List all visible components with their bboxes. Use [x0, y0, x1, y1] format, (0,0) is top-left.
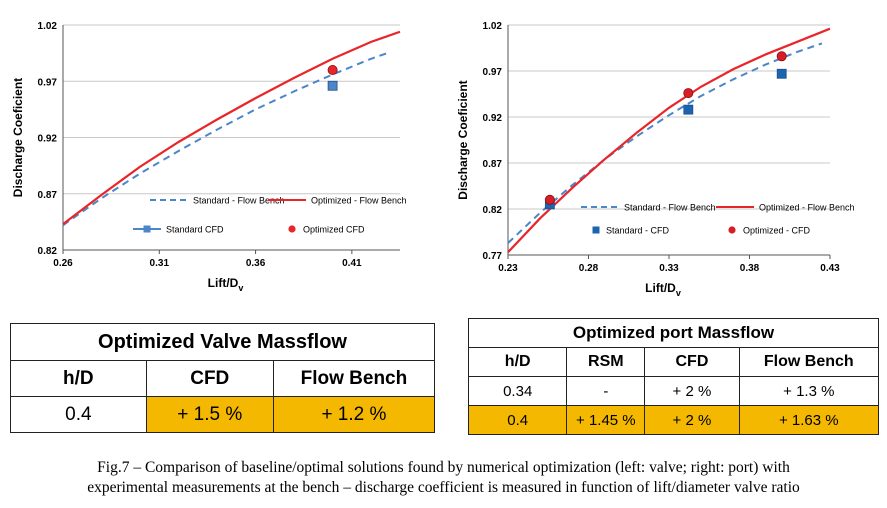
x-axis-title-main: Lift/D	[208, 276, 239, 290]
series-line-1	[62, 30, 401, 226]
y-tick-label: 0.77	[483, 251, 503, 262]
y-tick-label: 0.97	[38, 77, 58, 88]
x-tick-label: 0.26	[53, 258, 73, 269]
y-tick-label: 1.02	[38, 21, 58, 32]
table-valve-cell: 0.4	[10, 396, 147, 433]
y-tick-label: 0.87	[483, 159, 503, 170]
table-valve-title: Optimized Valve Massflow	[10, 323, 435, 361]
table-valve-cell: + 1.2 %	[272, 396, 436, 433]
x-tick-label: 0.33	[659, 263, 679, 274]
data-point-circle	[683, 88, 694, 99]
table-port-cell: + 1.45 %	[566, 405, 646, 435]
y-tick-label: 1.02	[483, 21, 503, 32]
legend-entry: Standard - CFD	[592, 226, 670, 236]
data-point-circle	[327, 65, 338, 76]
data-point-square	[327, 80, 338, 91]
legend-marker-square	[592, 226, 600, 234]
table-port-cell: + 2 %	[644, 376, 740, 406]
x-axis-title: Lift/Dv	[208, 276, 244, 293]
legend-marker-square	[143, 225, 151, 233]
table-port-header-flowbench: Flow Bench	[738, 347, 880, 377]
x-axis-title-main: Lift/D	[645, 281, 676, 295]
legend-marker-circle	[728, 226, 736, 234]
table-valve-header-flowbench: Flow Bench	[272, 360, 436, 397]
table-valve-header-hd: h/D	[10, 360, 147, 397]
legend-entry: Standard CFD	[133, 225, 224, 235]
x-tick-label: 0.23	[498, 263, 518, 274]
x-axis-title-subscript: v	[676, 288, 681, 298]
table-valve-cell: + 1.5 %	[145, 396, 274, 433]
x-tick-label: 0.38	[740, 263, 760, 274]
data-point-circle	[776, 51, 787, 62]
legend-entry: Optimized - Flow Bench	[716, 203, 855, 213]
y-tick-label: 0.82	[38, 246, 58, 257]
data-point-square	[776, 68, 787, 79]
x-axis-title-subscript: v	[238, 283, 243, 293]
x-tick-label: 0.31	[150, 258, 170, 269]
left-chart-valve: 0.82 0.87 0.92 0.97 1.02 0.26 0.31 0.36 0.41 Lift…	[11, 21, 407, 293]
x-tick-label: 0.43	[820, 263, 840, 274]
x-tick-label: 0.28	[579, 263, 599, 274]
table-port-header-hd: h/D	[467, 347, 568, 377]
x-tick-label: 0.36	[246, 258, 266, 269]
data-point-circle	[544, 194, 555, 205]
table-port-cell: -	[566, 376, 646, 406]
table-port-massflow: Optimized port Massflow h/D RSM CFD Flow…	[467, 318, 880, 435]
table-port-cell: 0.4	[467, 405, 568, 435]
legend-label: Optimized - Flow Bench	[311, 196, 407, 206]
caption-line-2: experimental measurements at the bench –…	[87, 479, 800, 496]
legend-entry: Optimized - CFD	[728, 226, 811, 236]
figure-caption: Fig.7 – Comparison of baseline/optimal s…	[0, 458, 887, 498]
legend-entry: Optimized CFD	[288, 225, 365, 235]
legend-label: Standard - Flow Bench	[624, 203, 716, 213]
table-port-cell: + 1.3 %	[738, 376, 880, 406]
table-port-cell: + 2 %	[644, 405, 740, 435]
table-valve-massflow: Optimized Valve Massflow h/D CFD Flow Be…	[10, 323, 436, 433]
table-port-header-cfd: CFD	[644, 347, 740, 377]
legend-label: Standard - CFD	[606, 226, 670, 236]
series-line-1	[507, 27, 831, 253]
legend-entry: Standard - Flow Bench	[150, 196, 285, 206]
table-port-title: Optimized port Massflow	[468, 318, 879, 348]
legend-label: Optimized CFD	[303, 225, 365, 235]
y-tick-label: 0.82	[483, 205, 503, 216]
legend-entry: Standard - Flow Bench	[581, 203, 716, 213]
legend-marker-circle	[288, 225, 296, 233]
series-line-0	[507, 42, 823, 244]
x-axis-title: Lift/Dv	[645, 281, 681, 298]
y-axis-title: Discharge Coeficient	[456, 80, 470, 199]
y-tick-label: 0.87	[38, 190, 58, 201]
table-port-header-rsm: RSM	[566, 347, 646, 377]
data-point-square	[683, 104, 694, 115]
legend-label: Standard CFD	[166, 225, 224, 235]
legend-label: Standard - Flow Bench	[193, 196, 285, 206]
y-tick-label: 0.92	[483, 113, 503, 124]
x-tick-label: 0.41	[342, 258, 362, 269]
table-port-cell: + 1.63 %	[738, 405, 880, 435]
legend-label: Optimized - CFD	[743, 226, 811, 236]
y-tick-label: 0.97	[483, 67, 503, 78]
table-valve-header-cfd: CFD	[145, 360, 274, 397]
y-axis-title: Discharge Coeficient	[11, 78, 25, 197]
legend-entry: Optimized - Flow Bench	[268, 196, 407, 206]
right-chart-port: 0.77 0.82 0.87 0.92 0.97 1.02 0.23 0.28 0.33 0.38…	[456, 21, 855, 298]
table-port-cell: 0.34	[467, 376, 568, 406]
caption-line-1: Fig.7 – Comparison of baseline/optimal s…	[97, 459, 790, 476]
y-tick-label: 0.92	[38, 134, 58, 145]
legend-label: Optimized - Flow Bench	[759, 203, 855, 213]
series-line-0	[62, 51, 391, 227]
